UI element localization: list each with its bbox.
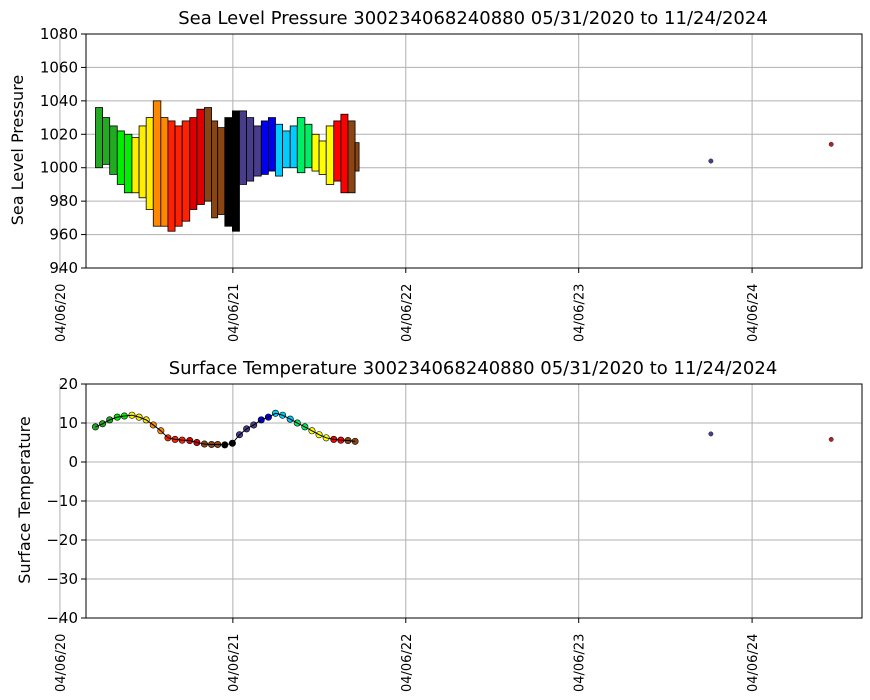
pressure-range-mark (174, 125, 183, 227)
y-tick-label: 1000 (40, 159, 78, 177)
x-tick-label: 04/06/23 (573, 634, 588, 692)
pressure-range-mark (152, 100, 162, 227)
pressure-range-mark (333, 120, 342, 182)
pressure-range-mark (340, 113, 349, 194)
plot-area (95, 100, 834, 232)
y-tick-label: 10 (59, 414, 78, 432)
y-tick-label: 1040 (40, 92, 78, 110)
sea-level-pressure-chart: Sea Level Pressure 300234068240880 05/31… (8, 8, 863, 342)
y-tick-label: 1080 (40, 25, 78, 43)
x-tick-label: 04/06/24 (746, 284, 761, 342)
y-axis-label: Surface Temperature (15, 416, 34, 583)
y-tick-label: 980 (49, 192, 78, 210)
pressure-range-mark (181, 120, 191, 222)
pressure-range-mark (311, 133, 320, 172)
pressure-range-mark (217, 127, 226, 215)
x-tick-label: 04/06/22 (400, 634, 415, 692)
pressure-range-mark (282, 130, 291, 169)
pressure-range-mark (123, 133, 133, 194)
pressure-range-mark (189, 117, 198, 210)
pressure-range-mark (267, 117, 276, 172)
y-tick-label: −20 (46, 531, 78, 549)
pressure-range-mark (304, 123, 313, 169)
pressure-range-mark (109, 125, 118, 175)
y-tick-label: 1060 (40, 58, 78, 76)
pressure-range-mark (275, 123, 284, 177)
isolated-data-point (828, 436, 834, 442)
pressure-range-mark (231, 110, 240, 232)
x-tick-label: 04/06/24 (746, 634, 761, 692)
y-tick-label: −40 (46, 609, 78, 627)
temperature-trace (95, 412, 356, 446)
pressure-range-mark (95, 107, 103, 169)
pressure-range-mark (145, 117, 154, 210)
pressure-range-mark (211, 120, 219, 219)
x-tick-label: 04/06/21 (227, 284, 242, 342)
chart-title: Surface Temperature 300234068240880 05/3… (169, 358, 778, 379)
pressure-range-mark (167, 120, 176, 232)
pressure-range-mark (224, 117, 233, 227)
pressure-range-mark (325, 125, 335, 185)
x-tick-label: 04/06/22 (400, 284, 415, 342)
pressure-range-mark (354, 142, 360, 172)
y-tick-label: 1020 (40, 125, 78, 143)
pressure-range-mark (246, 117, 255, 182)
x-tick-label: 04/06/21 (227, 634, 242, 692)
y-tick-label: 960 (49, 226, 78, 244)
isolated-data-point (828, 141, 834, 147)
pressure-range-mark (204, 107, 212, 202)
isolated-data-point (708, 158, 714, 164)
pressure-range-mark (253, 125, 262, 177)
x-tick-label: 04/06/20 (54, 634, 69, 692)
axes-frame (85, 33, 863, 269)
x-tick-label: 04/06/20 (54, 284, 69, 342)
pressure-range-mark (138, 125, 147, 199)
plot-area (91, 409, 834, 449)
x-tick-label: 04/06/23 (573, 284, 588, 342)
y-tick-label: 0 (68, 453, 78, 471)
pressure-range-mark (116, 130, 125, 185)
pressure-range-mark (131, 137, 140, 194)
pressure-range-mark (318, 140, 327, 175)
pressure-range-mark (102, 117, 111, 165)
isolated-data-point (708, 431, 714, 437)
pressure-range-mark (260, 120, 269, 175)
pressure-range-mark (239, 110, 248, 185)
y-tick-label: −10 (46, 492, 78, 510)
y-tick-label: 940 (49, 259, 78, 277)
y-tick-label: −30 (46, 570, 78, 588)
pressure-range-mark (347, 120, 356, 194)
surface-temperature-chart: Surface Temperature 300234068240880 05/3… (15, 358, 863, 692)
chart-title: Sea Level Pressure 300234068240880 05/31… (178, 8, 768, 29)
pressure-range-mark (160, 117, 169, 227)
pressure-range-mark (196, 108, 205, 205)
pressure-range-mark (296, 117, 306, 174)
pressure-range-mark (289, 125, 298, 169)
y-tick-label: 20 (59, 375, 78, 393)
y-axis-label: Sea Level Pressure (8, 75, 27, 226)
